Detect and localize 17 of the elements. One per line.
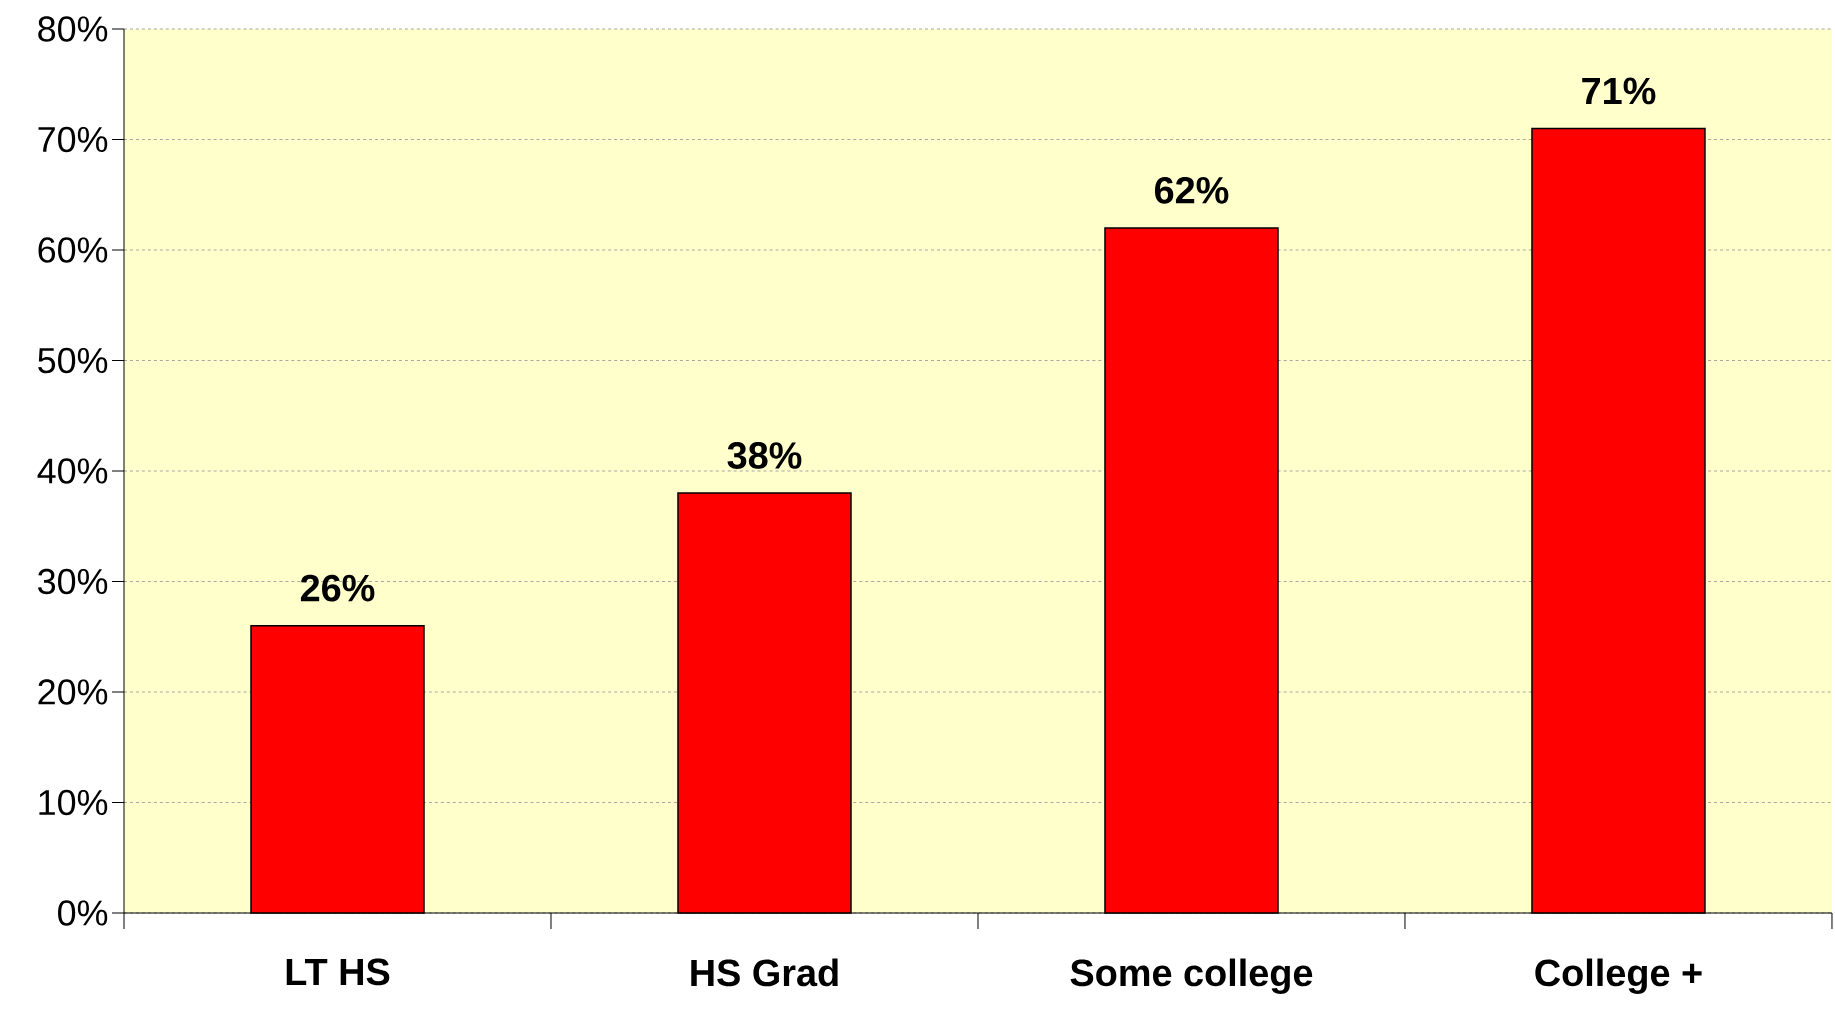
y-tick-label: 20% bbox=[38, 679, 108, 705]
x-tick-label: Some college bbox=[1070, 958, 1313, 994]
y-tick-label: 0% bbox=[58, 900, 108, 926]
y-tick-label: 40% bbox=[37, 458, 108, 484]
y-tick-label: 60% bbox=[38, 237, 108, 263]
data-label: 38% bbox=[727, 442, 802, 469]
y-tick-label: 30% bbox=[38, 568, 108, 595]
y-tick-label: 50% bbox=[38, 347, 108, 374]
y-tick-label: 10% bbox=[39, 789, 108, 816]
data-label: 71% bbox=[1582, 77, 1656, 105]
x-tick-label: College + bbox=[1535, 958, 1702, 994]
data-label: 26% bbox=[300, 574, 375, 602]
data-label: 62% bbox=[1154, 176, 1229, 204]
y-tick-label: 70% bbox=[38, 126, 108, 153]
x-tick-label: HS Grad bbox=[691, 958, 838, 987]
x-tick-label: LT HS bbox=[286, 958, 390, 986]
y-tick-label: 80% bbox=[38, 16, 108, 42]
